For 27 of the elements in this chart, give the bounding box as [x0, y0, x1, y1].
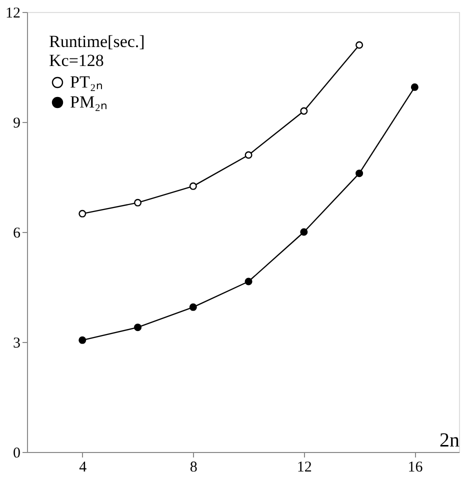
legend-label: PT₂ₙ — [70, 72, 103, 92]
legend-label: PM₂ₙ — [70, 92, 108, 112]
point — [78, 336, 86, 344]
x-axis-title: 2n — [440, 430, 460, 452]
point — [189, 303, 197, 311]
x-tick-label: 4 — [79, 460, 88, 476]
x-tick-label: 12 — [296, 460, 312, 476]
y-tick-label: 9 — [13, 116, 20, 132]
y-tick-label: 3 — [13, 336, 20, 352]
y-tick-label: 12 — [6, 6, 20, 22]
x-tick-label: 16 — [408, 460, 424, 476]
y-tick-label: 6 — [13, 226, 21, 242]
point — [410, 83, 418, 91]
point — [356, 170, 364, 178]
point — [134, 324, 142, 332]
point — [300, 107, 308, 115]
point — [134, 198, 142, 206]
point — [78, 210, 86, 218]
y-tick-label: 0 — [13, 446, 20, 462]
legend-title: Runtime[sec.] — [49, 32, 145, 51]
point — [356, 41, 364, 49]
point — [244, 151, 252, 159]
point — [300, 228, 308, 236]
annotation: Kc=128 — [49, 51, 104, 70]
x-tick-label: 8 — [190, 460, 198, 476]
point — [244, 278, 252, 286]
point — [189, 182, 197, 190]
